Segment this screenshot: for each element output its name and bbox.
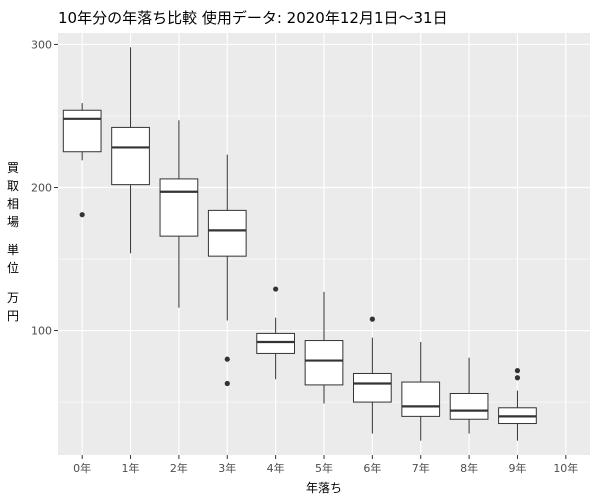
box-iqr [159, 178, 199, 237]
box-3年 [207, 154, 247, 387]
x-tick-label-1: 1年 [122, 461, 140, 475]
y-axis-title-char-2: 相 [7, 197, 19, 211]
y-tick-label-300: 300 [31, 38, 52, 51]
y-axis-title-char-6: 万 [7, 291, 19, 305]
outlier-point-0 [514, 368, 521, 374]
outlier-point-0 [273, 286, 279, 292]
outlier-point-0 [224, 356, 230, 362]
x-tick-label-4: 4年 [267, 461, 285, 475]
x-tick-label-3: 3年 [218, 461, 236, 475]
box-iqr [304, 340, 344, 386]
y-tick-label-200: 200 [31, 181, 52, 194]
x-tick-label-9: 9年 [508, 461, 526, 475]
y-axis-ticks: 100 200 300 [31, 38, 58, 338]
outlier-point-0 [369, 316, 375, 322]
box-iqr [449, 392, 489, 420]
box-2年 [159, 120, 199, 308]
x-axis-title: 年落ち [306, 481, 342, 495]
x-tick-label-10: 10年 [553, 461, 578, 475]
chart-title: 10年分の年落ち比較 使用データ: 2020年12月1日～31日 [58, 9, 448, 27]
x-tick-label-8: 8年 [460, 461, 478, 475]
x-tick-label-7: 7年 [412, 461, 430, 475]
box-4年 [256, 286, 295, 380]
x-tick-label-0: 0年 [73, 461, 91, 475]
box-iqr [256, 332, 295, 354]
box-iqr [353, 372, 392, 403]
box-5年 [304, 291, 344, 404]
y-axis-title-char-0: 買 [7, 161, 19, 175]
y-tick-label-100: 100 [31, 325, 52, 338]
box-8年 [449, 357, 489, 434]
box-9年 [498, 368, 537, 441]
box-1年 [111, 47, 150, 254]
x-tick-label-5: 5年 [315, 461, 333, 475]
y-axis-title-char-4: 単 [7, 243, 19, 257]
x-tick-label-6: 6年 [363, 461, 381, 475]
box-iqr [401, 381, 441, 417]
x-tick-label-2: 2年 [170, 461, 188, 475]
outlier-point-1 [514, 375, 521, 381]
y-axis-title-char-7: 円 [7, 309, 19, 323]
outlier-point-1 [224, 380, 230, 387]
x-axis-ticks: 0年 1年 2年 3年 4年 5年 6年 7年 8年 9年 10年 [73, 455, 578, 475]
outlier-point-0 [79, 212, 85, 218]
y-axis-title-char-1: 取 [7, 179, 19, 193]
y-axis-title-char-3: 場 [7, 215, 19, 229]
box-iqr [111, 126, 150, 186]
box-iqr [62, 109, 102, 153]
box-7年 [401, 341, 441, 441]
box-iqr [207, 209, 247, 257]
y-axis-title-char-5: 位 [7, 260, 19, 275]
box-6年 [353, 316, 392, 434]
box-0年 [62, 103, 102, 218]
boxes [62, 47, 537, 441]
